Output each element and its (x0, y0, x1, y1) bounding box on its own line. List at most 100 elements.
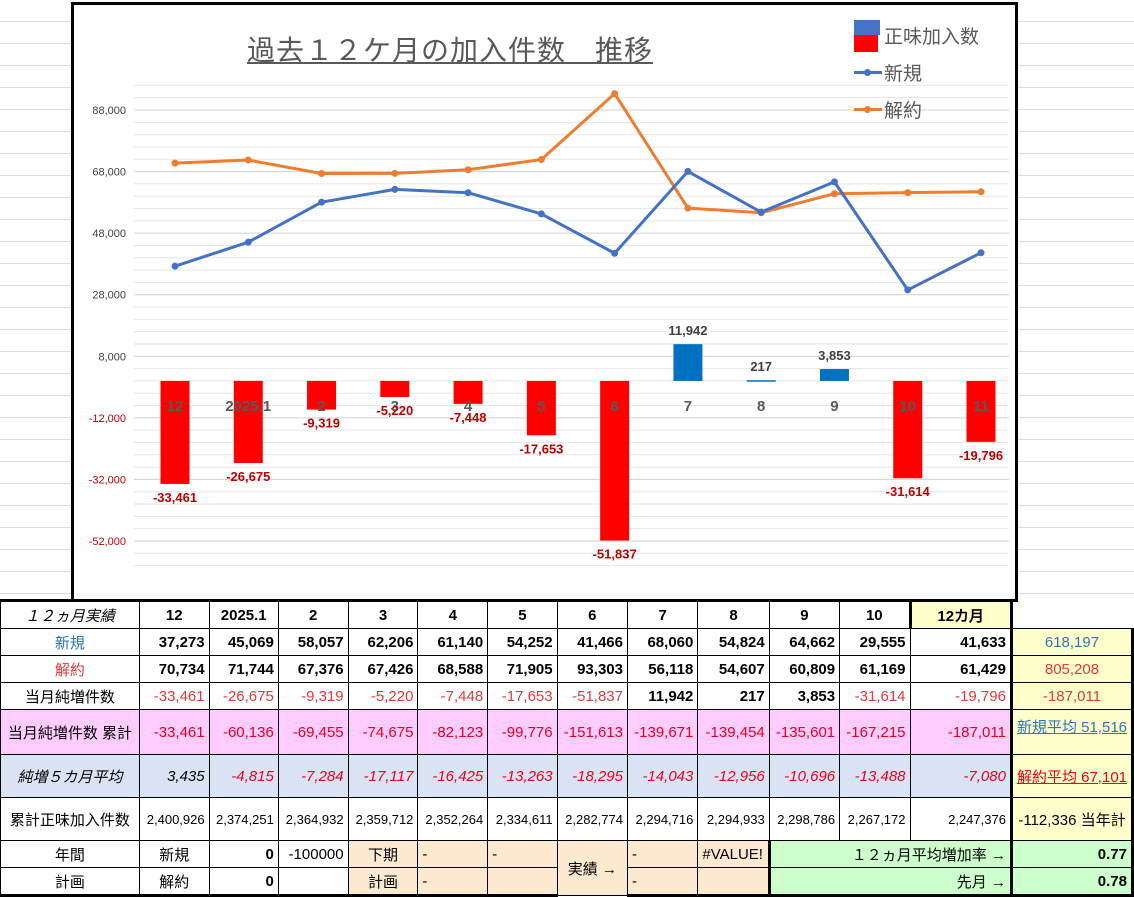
year-total[interactable]: -112,336 当年計 (1009, 797, 1134, 841)
cell[interactable]: 11,942 (626, 682, 699, 710)
cell[interactable]: -60,136 (208, 709, 279, 755)
cell[interactable]: -13,263 (487, 754, 558, 798)
cell[interactable]: -167,215 (839, 709, 911, 755)
cell[interactable]: 2,364,932 (277, 797, 349, 841)
svg-text:8,000: 8,000 (98, 351, 126, 363)
cell[interactable]: -4,815 (208, 754, 279, 798)
dash-cell[interactable]: - (626, 867, 699, 897)
cell[interactable]: 45,069 (208, 628, 279, 656)
cell[interactable]: -14,043 (626, 754, 699, 798)
table-row-cancel: 解約 70,734 71,744 67,376 67,426 68,588 71… (0, 655, 1134, 683)
chart-area[interactable]: 88,000 68,000 48,000 28,000 8,000 -12,000 -32,… (71, 2, 1018, 602)
cell[interactable]: 3,853 (768, 682, 841, 710)
cell[interactable]: -31,614 (839, 682, 911, 710)
cell[interactable]: 58,057 (277, 628, 349, 656)
svg-text:-19,796: -19,796 (959, 448, 1003, 463)
cell[interactable]: -33,461 (138, 682, 210, 710)
cell[interactable]: 61,140 (417, 628, 489, 656)
new-average[interactable]: 新規平均 51,516 (1009, 709, 1134, 755)
cell[interactable]: 2,334,611 (487, 797, 558, 841)
empty-cell[interactable] (487, 867, 558, 897)
cell[interactable]: -82,123 (417, 709, 489, 755)
dash-cell[interactable]: - (417, 840, 489, 868)
cell[interactable]: -135,601 (768, 709, 841, 755)
cell[interactable]: 54,252 (487, 628, 558, 656)
cell[interactable]: 37,273 (138, 628, 210, 656)
cell[interactable]: 62,206 (347, 628, 419, 656)
cell[interactable]: 2,374,251 (208, 797, 279, 841)
cancel-average[interactable]: 解約平均 67,101 (1009, 754, 1134, 798)
cell[interactable]: 68,588 (417, 655, 489, 683)
cell[interactable]: -7,284 (277, 754, 349, 798)
cell[interactable]: 2,247,376 (909, 797, 1012, 841)
cell[interactable]: 2,294,933 (697, 797, 770, 841)
error-cell[interactable]: #VALUE! (697, 840, 770, 868)
row-label-new: 新規 (0, 628, 140, 656)
line-swatch-icon (854, 69, 882, 76)
cell[interactable]: 71,905 (487, 655, 558, 683)
cell[interactable]: -5,220 (347, 682, 419, 710)
cell[interactable]: 61,429 (909, 655, 1012, 683)
plan-target[interactable]: -100000 (277, 840, 349, 868)
cell[interactable]: -74,675 (347, 709, 419, 755)
dash-cell[interactable]: - (487, 840, 558, 868)
cell[interactable]: -19,796 (909, 682, 1012, 710)
cell[interactable]: -18,295 (556, 754, 628, 798)
cell[interactable]: -99,776 (487, 709, 558, 755)
cell[interactable]: -9,319 (277, 682, 349, 710)
cell[interactable]: 2,282,774 (556, 797, 628, 841)
cell[interactable]: -17,117 (347, 754, 419, 798)
cell[interactable]: -16,425 (417, 754, 489, 798)
cell[interactable]: 70,734 (138, 655, 210, 683)
cell[interactable]: 217 (697, 682, 770, 710)
cell[interactable]: -151,613 (556, 709, 628, 755)
cell[interactable]: 3,435 (138, 754, 210, 798)
cell[interactable]: -69,455 (277, 709, 349, 755)
total-cancel[interactable]: 805,208 (1009, 655, 1134, 683)
cell[interactable]: 67,376 (277, 655, 349, 683)
cell[interactable]: -10,696 (768, 754, 841, 798)
cell[interactable]: 54,607 (697, 655, 770, 683)
cell[interactable]: 56,118 (626, 655, 699, 683)
dash-cell[interactable]: - (417, 867, 489, 897)
dash-cell[interactable]: - (626, 840, 699, 868)
cell[interactable]: 54,824 (697, 628, 770, 656)
total-new[interactable]: 618,197 (1009, 628, 1134, 656)
last-month-value[interactable]: 0.78 (1009, 867, 1134, 897)
total-net[interactable]: -187,011 (1009, 682, 1134, 710)
table-row-net: 当月純増件数 -33,461 -26,675 -9,319 -5,220 -7,… (0, 682, 1134, 710)
empty-cell[interactable] (277, 867, 349, 897)
cell[interactable]: -139,671 (626, 709, 699, 755)
cell[interactable]: 2,298,786 (768, 797, 841, 841)
cell[interactable]: 64,662 (768, 628, 841, 656)
cell[interactable]: -17,653 (487, 682, 558, 710)
cell[interactable]: 2,359,712 (347, 797, 419, 841)
month-header: 6 (556, 599, 628, 629)
cell[interactable]: 29,555 (839, 628, 911, 656)
cell[interactable]: 2,352,264 (417, 797, 489, 841)
cell[interactable]: 67,426 (347, 655, 419, 683)
plan-cancel-value[interactable]: 0 (208, 867, 279, 897)
avg-rate-value[interactable]: 0.77 (1009, 840, 1134, 868)
cell[interactable]: -33,461 (138, 709, 210, 755)
cell[interactable]: 41,466 (556, 628, 628, 656)
cell[interactable]: 2,294,716 (626, 797, 699, 841)
cell[interactable]: -187,011 (909, 709, 1012, 755)
cell[interactable]: 61,169 (839, 655, 911, 683)
cell[interactable]: 68,060 (626, 628, 699, 656)
cell[interactable]: 2,400,926 (138, 797, 210, 841)
cell[interactable]: 93,303 (556, 655, 628, 683)
cell[interactable]: 71,744 (208, 655, 279, 683)
empty-cell[interactable] (697, 867, 770, 897)
cell[interactable]: -12,956 (697, 754, 770, 798)
cell[interactable]: -7,448 (417, 682, 489, 710)
cell[interactable]: -13,488 (839, 754, 911, 798)
cell[interactable]: -139,454 (697, 709, 770, 755)
cell[interactable]: -51,837 (556, 682, 628, 710)
cell[interactable]: -26,675 (208, 682, 279, 710)
cell[interactable]: 60,809 (768, 655, 841, 683)
cell[interactable]: 41,633 (909, 628, 1012, 656)
cell[interactable]: 2,267,172 (839, 797, 911, 841)
plan-new-value[interactable]: 0 (208, 840, 279, 868)
cell[interactable]: -7,080 (909, 754, 1012, 798)
